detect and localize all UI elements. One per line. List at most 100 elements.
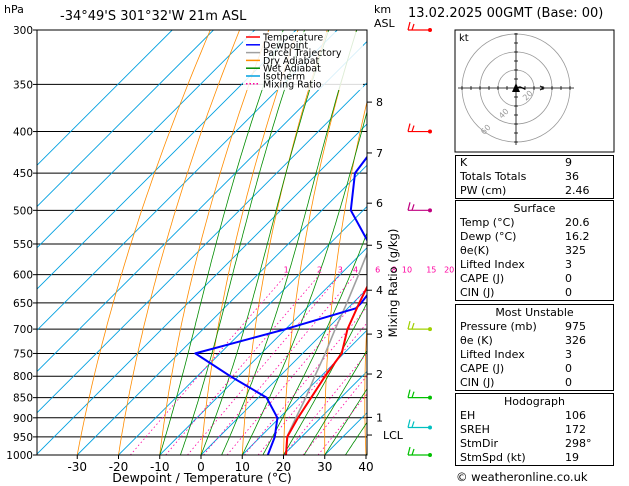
dry-adiabat-line [614, 30, 629, 455]
hpa-unit-label: hPa [4, 3, 24, 16]
legend-entry: Dry Adiabat [263, 56, 320, 67]
temperature-tick-label: 20 [276, 460, 291, 474]
wet-adiabat-line [324, 388, 367, 455]
parcel-trajectory-trace [285, 251, 367, 455]
index-label: PW (cm) [460, 184, 507, 197]
dry-adiabat-line [159, 30, 270, 455]
index-label: K [460, 156, 468, 169]
index-value: 9 [565, 156, 572, 169]
axis-layer: 3003504004505005506006507007508008509009… [6, 25, 373, 474]
temperature-tick-label: 30 [317, 460, 332, 474]
plot-frame [36, 29, 368, 456]
wind-barb [407, 202, 433, 213]
legend-entry: Isotherm [263, 72, 305, 83]
index-label: Totals Totals [460, 170, 527, 183]
surface-row: Temp (°C) 20.6 [456, 216, 613, 230]
hodo-value: 106 [565, 409, 586, 422]
legend-entry: Wet Adiabat [263, 64, 321, 75]
mu-value: 0 [565, 362, 572, 375]
legend-entry: Mixing Ratio [263, 79, 322, 90]
mu-row: θe (K) 326 [456, 334, 613, 348]
dry-adiabat-line [364, 318, 367, 455]
mu-row: CIN (J) 0 [456, 376, 613, 390]
surface-row: CIN (J) 0 [456, 286, 613, 300]
isotherm-line [118, 205, 367, 455]
surface-label: Lifted Index [460, 258, 525, 271]
hodograph-unit-label: kt [459, 33, 469, 44]
mu-label: θe (K) [460, 334, 493, 347]
wind-barb-flag [407, 123, 411, 132]
pressure-tick-label: 900 [13, 413, 33, 425]
mu-label: Lifted Index [460, 348, 525, 361]
location-title: -34°49'S 301°32'W 21m ASL [60, 9, 247, 24]
mixing-ratio-label: 4 [353, 266, 358, 275]
mixing-ratio-label: 10 [402, 266, 412, 275]
dry-adiabat-line [76, 30, 211, 455]
wet-adiabat-line [159, 30, 284, 455]
surface-label: θe(K) [460, 244, 490, 257]
hodograph-title: Hodograph [504, 395, 565, 408]
wind-barb-dot [428, 208, 433, 213]
wind-barb-flag [407, 446, 411, 456]
wet-adiabat-line [303, 349, 367, 455]
mixing-ratio-label: 6 [375, 266, 380, 275]
most-unstable-panel: Most Unstable Pressure (mb) 975 θe (K) 326… [455, 304, 614, 391]
legend-entry: Dewpoint [263, 40, 308, 51]
surface-title: Surface [513, 202, 556, 215]
isotherm-line [200, 288, 367, 455]
mu-row: Lifted Index 3 [456, 348, 613, 362]
hodograph-panel: Hodograph EH 106 SREH 172 StmDir 298° StmSp… [455, 393, 614, 466]
dewpoint-trace [194, 155, 367, 455]
wind-barb [407, 123, 433, 134]
isotherm-line [283, 370, 367, 455]
wind-barb-flag [411, 322, 415, 330]
surface-row: θe(K) 325 [456, 244, 613, 258]
storm-motion-marker [512, 83, 520, 92]
hodo-row: StmDir 298° [456, 437, 613, 451]
wind-barb-dot [428, 129, 433, 134]
isotherm-line [76, 164, 367, 455]
copyright-text: © weatheronline.co.uk [456, 470, 588, 484]
index-row: Totals Totals 36 [456, 170, 613, 184]
surface-label: CAPE (J) [460, 272, 505, 285]
wind-barb-flag [407, 21, 411, 31]
temperature-tick-label: -10 [150, 460, 170, 474]
km-tick-label: 8 [376, 96, 383, 109]
wind-barb-flag [411, 391, 415, 398]
temperature-tick-label: -20 [109, 460, 129, 474]
km-tick-label: 3 [376, 328, 383, 341]
surface-label: CIN (J) [460, 286, 495, 299]
mixing-ratio-label: 20 [444, 266, 454, 275]
surface-row: CAPE (J) 0 [456, 272, 613, 286]
temperature-tick-label: 10 [235, 460, 250, 474]
isotherm-line [159, 247, 367, 455]
index-value: 2.46 [565, 184, 590, 197]
km-label: km [374, 3, 391, 16]
mixing-ratio-axis-title: Mixing Ratio (g/kg) [386, 229, 400, 338]
km-tick-label: 2 [376, 368, 383, 381]
km-axis: 1 2 3 4 5 6 7 8 LCL [367, 96, 404, 442]
hodo-row: SREH 172 [456, 423, 613, 437]
wind-barb [407, 446, 433, 458]
mu-row: Pressure (mb) 975 [456, 320, 613, 334]
asl-label: ASL [374, 17, 396, 30]
hodo-label: StmSpd (kt) [460, 451, 526, 464]
isotherm-line [37, 82, 367, 414]
wind-barb-dot [428, 453, 433, 458]
hodo-label: EH [460, 409, 476, 422]
hodo-value: 19 [565, 451, 579, 464]
wind-barb-flag [411, 448, 415, 456]
wind-barb [407, 21, 433, 33]
pressure-tick-label: 450 [13, 168, 33, 180]
pressure-tick-label: 750 [13, 348, 33, 360]
mixing-ratio-label: 3 [338, 266, 343, 275]
wet-adiabat-line [180, 30, 305, 455]
hodograph-arrow [539, 85, 546, 91]
wind-barb-flag [407, 419, 411, 428]
mixing-ratio-line [130, 274, 287, 455]
mixing-ratio-label: 8 [391, 266, 396, 275]
indices-panel: K 9 Totals Totals 36 PW (cm) 2.46 [455, 155, 614, 199]
surface-label: Dewp (°C) [460, 230, 517, 243]
wind-barb-flag [411, 125, 415, 132]
km-tick-label: 1 [376, 411, 383, 424]
